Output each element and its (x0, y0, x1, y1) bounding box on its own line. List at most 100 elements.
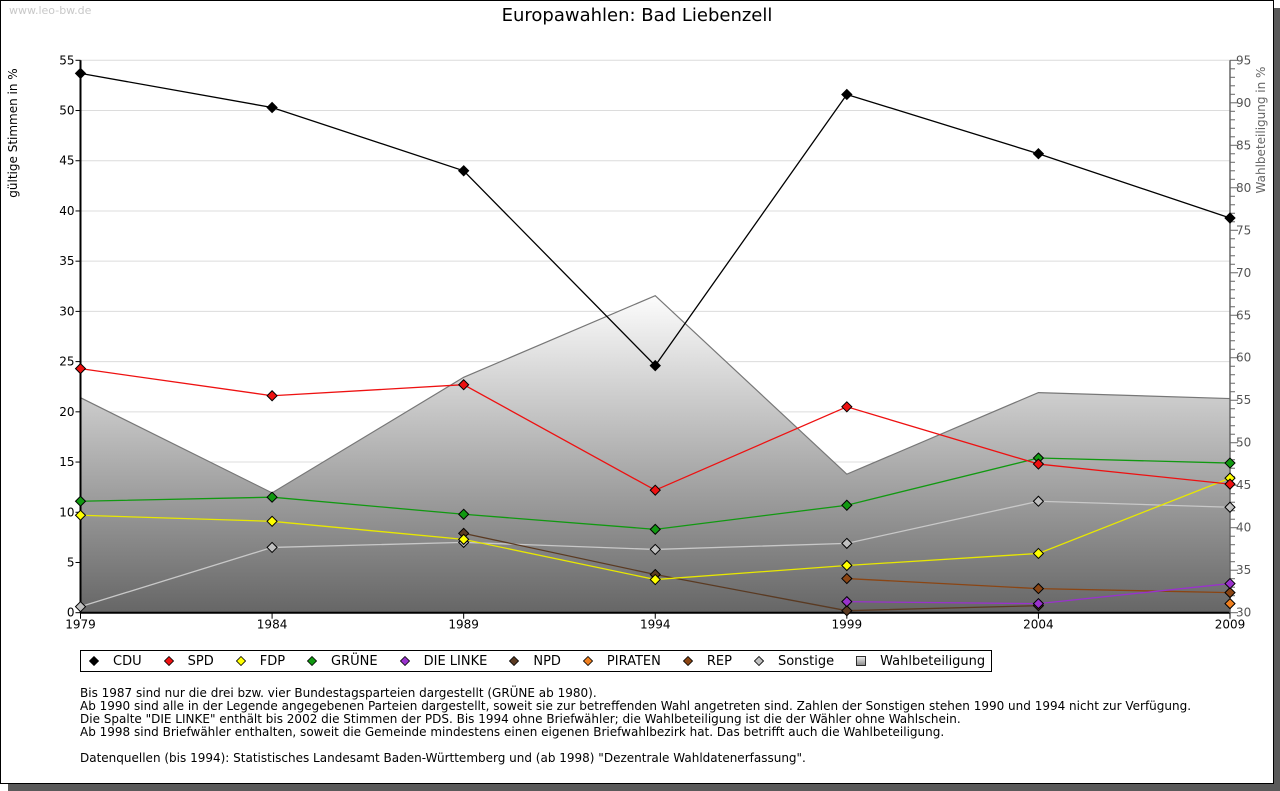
data-point-fdp (1032, 547, 1045, 560)
legend-item: Wahlbeteiligung (856, 654, 985, 669)
legend-item: DIE LINKE (399, 653, 488, 669)
x-tick-label: 1984 (257, 618, 288, 632)
data-point-spd (266, 390, 278, 402)
legend-diamond-icon (582, 656, 593, 666)
y2-tick-label: 60 (1236, 351, 1251, 365)
data-point-spd (1224, 478, 1236, 490)
y2-tick-label: 70 (1236, 266, 1251, 280)
data-point-sonstige (649, 543, 661, 556)
y-tick-label: 50 (59, 104, 74, 118)
y-tick-label: 30 (59, 304, 74, 318)
legend-diamond-icon (307, 656, 318, 666)
legend-label: NPD (533, 653, 561, 669)
y-tick-label: 35 (59, 254, 74, 268)
x-tick-label: 2009 (1215, 618, 1246, 632)
legend-item: NPD (509, 654, 561, 669)
y2-tick-label: 90 (1236, 96, 1251, 110)
data-point-cdu (74, 67, 87, 80)
series-markers (74, 67, 1236, 617)
data-point-sonstige (1032, 495, 1045, 507)
data-point-cdu (649, 359, 661, 372)
chart-title: Europawahlen: Bad Liebenzell (502, 5, 773, 26)
legend-label: PIRATEN (606, 653, 661, 669)
data-point-sonstige (266, 541, 278, 554)
data-point-gr-ne (1224, 457, 1236, 469)
y2-tick-label: 95 (1236, 53, 1251, 67)
legend-item: CDU (89, 654, 142, 669)
legend-diamond-icon (682, 656, 693, 666)
axes: 0 5 10 15 20 25 30 35 40 45 50 55 30 35 40 45 50 55 60 65 70… (59, 53, 1251, 631)
y-tick-label: 40 (59, 204, 74, 218)
legend-label: SPD (187, 653, 214, 669)
legend-diamond-icon (399, 656, 410, 666)
x-tick-label: 2004 (1023, 618, 1054, 632)
data-point-die-linke (1032, 597, 1045, 610)
y-tick-label: 25 (59, 355, 74, 369)
y2-tick-label: 45 (1236, 478, 1251, 492)
data-point-fdp (841, 559, 853, 572)
y2-tick-label: 40 (1236, 521, 1251, 535)
y2-tick-label: 80 (1236, 181, 1251, 195)
x-tick-label: 1999 (832, 618, 863, 632)
data-point-gr-ne (74, 495, 87, 507)
legend-item: PIRATEN (582, 653, 661, 669)
legend-label: DIE LINKE (423, 653, 488, 669)
legend: CDU SPD FDP GRÜNE DIE LINKE NPD PIRATEN REP Sons… (80, 650, 993, 672)
data-point-gr-ne (266, 491, 278, 503)
y-tick-label: 55 (59, 53, 74, 67)
legend-item: SPD (163, 653, 214, 669)
legend-label: FDP (259, 653, 286, 669)
y2-tick-label: 55 (1236, 393, 1251, 407)
legend-diamond-icon (163, 656, 174, 666)
legend-square-icon (856, 656, 867, 666)
data-point-die-linke (1224, 577, 1236, 590)
data-point-die-linke (841, 595, 853, 608)
data-point-sonstige (1224, 501, 1236, 513)
y-tick-label: 20 (59, 405, 74, 419)
source-line: Datenquellen (bis 1994): Statistisches L… (80, 751, 806, 765)
y-tick-label: 15 (59, 455, 74, 469)
data-point-sonstige (74, 600, 87, 613)
y2-tick-label: 50 (1236, 436, 1251, 450)
turnout-area-fill (80, 295, 1230, 613)
data-point-gr-ne (841, 499, 853, 511)
note-line: Ab 1998 sind Briefwähler enthalten, sowe… (80, 725, 945, 739)
y-tick-label: 45 (59, 154, 74, 168)
series-line-npd (463, 532, 1039, 612)
notes: Bis 1987 sind nur die drei bzw. vier Bun… (80, 687, 1191, 765)
legend-diamond-icon (753, 656, 764, 666)
data-point-spd (457, 379, 470, 391)
x-tick-label: 1994 (640, 618, 671, 632)
legend-label: GRÜNE (331, 653, 378, 669)
y2-tick-label: 85 (1236, 138, 1251, 152)
data-point-fdp (649, 573, 661, 586)
legend-diamond-icon (235, 656, 246, 666)
legend-label: Sonstige (777, 653, 835, 669)
y2-tick-label: 75 (1236, 223, 1251, 237)
legend-diamond-icon (89, 656, 99, 666)
data-point-gr-ne (649, 523, 661, 536)
data-point-rep (841, 572, 853, 585)
data-point-cdu (841, 88, 853, 101)
data-point-npd (841, 604, 853, 617)
legend-label: CDU (113, 653, 142, 669)
y2-tick-label: 65 (1236, 308, 1251, 322)
note-line: Ab 1990 sind alle in der Legende angegeb… (80, 699, 1192, 713)
data-point-spd (74, 362, 87, 375)
data-point-cdu (1224, 212, 1236, 224)
data-point-fdp (74, 509, 87, 521)
data-point-rep (1224, 586, 1236, 599)
data-point-piraten (1224, 597, 1236, 610)
watermark: www.leo-bw.de (9, 4, 92, 17)
note-line: Die Spalte "DIE LINKE" enthält bis 2002 … (80, 712, 961, 726)
turnout-area (80, 295, 1231, 613)
y-tick-label: 5 (67, 555, 75, 569)
data-point-spd (649, 484, 661, 496)
data-point-cdu (457, 165, 470, 177)
data-point-sonstige (841, 537, 853, 550)
data-point-spd (841, 401, 853, 413)
x-tick-label: 1989 (448, 618, 479, 632)
y-tick-label: 0 (67, 606, 75, 620)
legend-item: FDP (235, 653, 286, 669)
data-point-fdp (266, 515, 278, 528)
